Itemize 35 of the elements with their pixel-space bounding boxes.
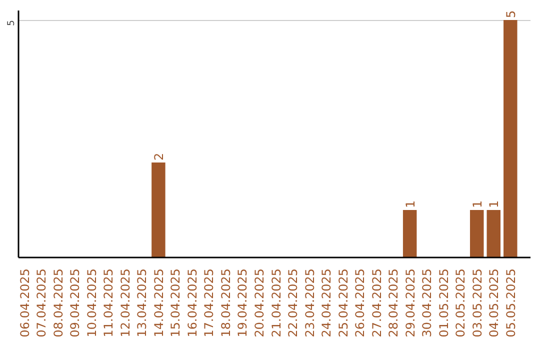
x-tick-label: 13.04.2025	[135, 268, 150, 338]
x-tick-label: 26.04.2025	[353, 268, 368, 338]
data-label: 5	[504, 10, 518, 18]
x-tick-label: 22.04.2025	[286, 268, 300, 338]
x-tick-label: 11.04.2025	[102, 268, 116, 338]
x-tick-label: 30.04.2025	[420, 268, 434, 338]
x-tick-label: 21.04.2025	[269, 268, 284, 338]
x-tick-label: 29.04.2025	[403, 268, 418, 338]
x-tick-label: 03.05.2025	[470, 268, 484, 338]
data-label: 1	[470, 200, 484, 208]
data-label: 1	[487, 200, 502, 208]
x-tick-label: 28.04.2025	[386, 268, 401, 338]
x-tick-label: 24.04.2025	[320, 268, 334, 338]
x-tick-label: 12.04.2025	[118, 268, 132, 338]
x-tick-label: 09.04.2025	[68, 268, 82, 338]
x-tick-label: 15.04.2025	[168, 268, 183, 338]
x-tick-label: 07.04.2025	[34, 268, 49, 338]
x-tick-label: 05.05.2025	[504, 268, 518, 338]
x-tick-label: 02.05.2025	[454, 268, 468, 338]
x-tick-label: 18.04.2025	[218, 268, 233, 338]
x-tick-label: 08.04.2025	[51, 268, 66, 338]
x-tick-label: 17.04.2025	[202, 268, 216, 338]
x-tick-label: 23.04.2025	[302, 268, 317, 338]
x-tick-label: 20.04.2025	[252, 268, 266, 338]
x-tick-label: 14.04.2025	[152, 268, 166, 338]
x-tick-label: 10.04.2025	[84, 268, 99, 338]
x-tick-label: 27.04.2025	[370, 268, 384, 338]
x-tick-label: 04.05.2025	[487, 268, 502, 338]
x-tick-label: 25.04.2025	[336, 268, 350, 338]
x-tick-label: 06.04.2025	[18, 268, 32, 338]
x-tick-label: 16.04.2025	[185, 268, 200, 338]
x-tick-label: 01.05.2025	[436, 268, 451, 338]
data-label: 1	[403, 200, 418, 208]
data-label: 2	[152, 152, 166, 160]
x-tick-label: 19.04.2025	[236, 268, 250, 338]
